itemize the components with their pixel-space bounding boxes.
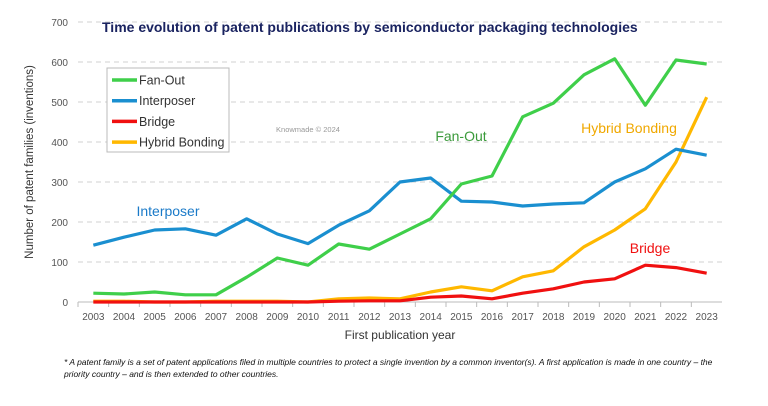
series-annotation: Interposer (136, 203, 199, 219)
series-line-fan-out (93, 57, 707, 297)
x-tick-label: 2003 (82, 312, 105, 323)
x-tick-label: 2012 (358, 312, 381, 323)
x-tick-label: 2022 (665, 312, 688, 323)
x-tick-label: 2011 (328, 312, 350, 323)
y-tick-label: 600 (51, 58, 68, 69)
x-tick-label: 2015 (450, 312, 473, 323)
x-tick-label: 2017 (512, 312, 535, 323)
x-tick-label: 2016 (481, 312, 504, 323)
series-line-interposer (92, 147, 707, 247)
y-tick-label: 0 (62, 298, 68, 309)
x-tick-label: 2010 (297, 312, 320, 323)
watermark: Knowmade © 2024 (276, 125, 340, 134)
x-tick-label: 2021 (634, 312, 657, 323)
series-annotation: Bridge (630, 240, 671, 256)
legend-label: Hybrid Bonding (139, 136, 225, 150)
x-tick-label: 2009 (266, 312, 289, 323)
y-tick-label: 700 (51, 18, 68, 29)
series-annotation: Fan-Out (435, 128, 486, 144)
chart-title: Time evolution of patent publications by… (102, 19, 638, 35)
x-tick-label: 2013 (389, 312, 412, 323)
x-tick-label: 2005 (144, 312, 167, 323)
y-tick-label: 300 (51, 178, 68, 189)
y-tick-label: 500 (51, 98, 68, 109)
legend-box (106, 67, 230, 153)
series-line-bridge (93, 263, 707, 304)
y-axis-title: Number of patent families (inventions) (24, 65, 36, 259)
legend-label: Fan-Out (139, 74, 185, 88)
x-tick-label: 2023 (696, 312, 719, 323)
series-annotation: Hybrid Bonding (581, 120, 677, 136)
legend-label: Bridge (139, 115, 175, 129)
x-tick-label: 2019 (573, 312, 596, 323)
x-tick-label: 2004 (113, 312, 136, 323)
x-axis-title: First publication year (345, 328, 456, 342)
x-tick-label: 2020 (604, 312, 627, 323)
x-tick-label: 2014 (420, 312, 443, 323)
x-tick-label: 2007 (205, 312, 228, 323)
y-tick-label: 400 (51, 138, 68, 149)
y-tick-label: 100 (51, 258, 68, 269)
legend-label: Interposer (139, 94, 195, 108)
x-tick-label: 2006 (174, 312, 197, 323)
x-tick-label: 2008 (236, 312, 259, 323)
footnote: * A patent family is a set of patent app… (64, 357, 713, 379)
y-tick-label: 200 (51, 218, 68, 229)
x-tick-label: 2018 (542, 312, 565, 323)
